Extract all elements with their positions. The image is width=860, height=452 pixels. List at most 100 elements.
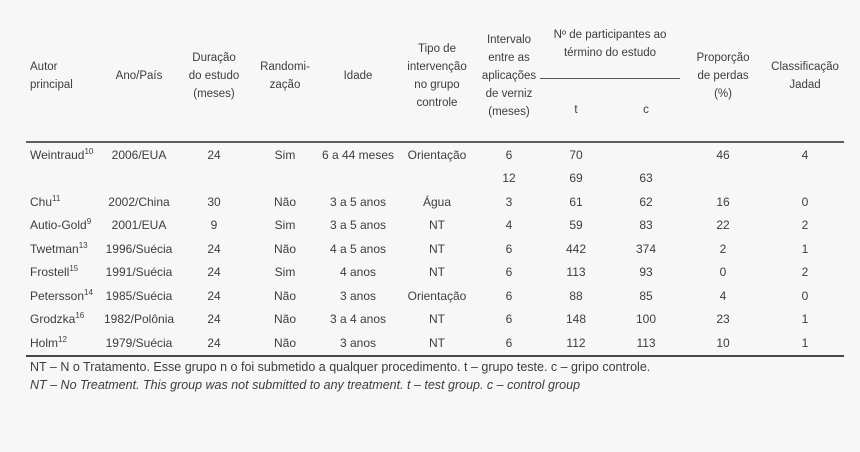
footnote-portuguese: NT – N o Tratamento. Esse grupo n o foi … xyxy=(30,360,651,374)
cell-jadad xyxy=(766,167,844,191)
cell-t: 59 xyxy=(569,218,583,233)
cell-c: 83 xyxy=(639,218,653,233)
table-row: Chu11 2002/China 30 Não 3 a 5 anos Água … xyxy=(26,190,844,214)
author-name: Grodzka xyxy=(30,312,76,327)
study-table: Autor principal Ano/País Duração do estu… xyxy=(26,10,845,357)
cell-perdas: 10 xyxy=(680,331,767,357)
cell-duracao: 24 xyxy=(207,241,221,256)
header-autor-principal: Autor principal xyxy=(26,10,100,143)
reference-superscript: 11 xyxy=(52,193,61,203)
cell-jadad: 1 xyxy=(801,241,809,256)
cell-ano-pais xyxy=(100,167,178,191)
cell-duracao: 30 xyxy=(207,194,221,209)
header-intervalo-aplicacoes: Intervalo entre as aplicações de verniz … xyxy=(478,10,540,143)
cell-randomizacao: Não xyxy=(273,241,296,256)
cell-jadad: 1 xyxy=(766,331,845,357)
cell-perdas: 23 xyxy=(716,312,730,327)
author-name: Holm xyxy=(30,335,59,350)
cell-t: 112 xyxy=(540,331,612,357)
header-tipo-intervencao: Tipo de intervenção no grupo controle xyxy=(396,10,478,143)
cell-intervalo: 6 xyxy=(505,265,513,280)
cell-intervalo: 6 xyxy=(505,147,513,162)
header-col-t: t xyxy=(540,78,612,143)
header-row-top: Autor principal Ano/País Duração do estu… xyxy=(26,10,845,143)
cell-intervalo: 4 xyxy=(505,218,513,233)
cell-c xyxy=(612,142,680,167)
header-proporcao-perdas: Proporção de perdas (%) xyxy=(680,10,767,143)
cell-idade: 4 anos xyxy=(339,265,377,280)
table-body: Weintraud10 2006/EUA 24 Sim 6 a 44 meses… xyxy=(26,142,845,357)
cell-tipo: Água xyxy=(422,194,452,209)
author-name: Petersson xyxy=(30,288,85,303)
table-row: Frostell15 1991/Suécia 24 Sim 4 anos NT … xyxy=(26,261,844,285)
cell-jadad: 2 xyxy=(801,218,809,233)
cell-ano-pais: 1979/Suécia xyxy=(100,331,178,357)
cell-intervalo: 12 xyxy=(502,171,516,186)
table-row: Petersson14 1985/Suécia 24 Não 3 anos Or… xyxy=(26,284,844,308)
cell-t: 61 xyxy=(569,194,583,209)
cell-c: 85 xyxy=(639,288,653,303)
header-row-subcolumns: t c xyxy=(26,78,844,143)
cell-idade: 3 anos xyxy=(320,331,396,357)
cell-intervalo: 6 xyxy=(505,312,513,327)
cell-jadad: 0 xyxy=(801,288,809,303)
cell-c: 62 xyxy=(639,194,653,209)
cell-perdas: 22 xyxy=(716,218,730,233)
cell-randomizacao: Sim xyxy=(274,265,296,280)
cell-t: 88 xyxy=(569,288,583,303)
cell-idade: 3 a 4 anos xyxy=(329,312,387,327)
cell-c: 63 xyxy=(639,171,653,186)
cell-intervalo: 6 xyxy=(505,288,513,303)
reference-superscript: 15 xyxy=(69,264,79,274)
cell-idade xyxy=(320,167,396,191)
cell-intervalo: 6 xyxy=(478,331,540,357)
cell-ano-pais: 1996/Suécia xyxy=(105,241,173,256)
cell-randomizacao: Não xyxy=(273,288,296,303)
cell-c: 100 xyxy=(635,312,657,327)
cell-idade: 3 anos xyxy=(339,288,377,303)
cell-idade: 3 a 5 anos xyxy=(329,194,387,209)
author-name: Frostell xyxy=(30,265,70,280)
cell-autor: Frostell15 xyxy=(26,261,100,285)
cell-idade: 4 a 5 anos xyxy=(329,241,387,256)
author-name: Weintraud xyxy=(30,147,85,162)
header-ano-pais: Ano/País xyxy=(100,10,178,143)
table-row: Weintraud10 2006/EUA 24 Sim 6 a 44 meses… xyxy=(26,142,844,167)
reference-superscript: 13 xyxy=(78,240,88,250)
footnote-english: NT – No Treatment. This group was not su… xyxy=(30,378,581,392)
cell-autor: Chu11 xyxy=(26,190,100,214)
cell-perdas: 46 xyxy=(716,147,730,162)
cell-t: 113 xyxy=(566,265,586,280)
cell-autor: Twetman13 xyxy=(26,237,100,261)
cell-autor: Weintraud10 xyxy=(26,142,100,167)
author-name: Chu xyxy=(30,194,53,209)
cell-randomizacao: Sim xyxy=(274,218,296,233)
header-duracao-estudo: Duração do estudo (meses) xyxy=(178,10,250,143)
cell-randomizacao: Sim xyxy=(274,147,296,162)
cell-duracao xyxy=(178,167,250,191)
cell-autor: Grodzka16 xyxy=(26,308,100,332)
cell-c: 374 xyxy=(635,241,657,256)
author-name: Twetman xyxy=(30,241,79,256)
cell-t: 148 xyxy=(565,312,587,327)
cell-c: 113 xyxy=(612,331,681,357)
cell-randomizacao: Não xyxy=(250,331,320,357)
reference-superscript: 9 xyxy=(86,217,92,227)
cell-tipo: Orientação xyxy=(407,147,467,162)
cell-jadad: 4 xyxy=(801,147,809,162)
cell-perdas xyxy=(680,167,766,191)
cell-intervalo: 6 xyxy=(505,241,513,256)
table-row: Holm12 1979/Suécia 24 Não 3 anos NT 6 11… xyxy=(26,331,845,357)
cell-ano-pais: 1991/Suécia xyxy=(105,265,173,280)
table-row: Autio-Gold9 2001/EUA 9 Sim 3 a 5 anos NT… xyxy=(26,214,844,238)
cell-c: 93 xyxy=(639,265,653,280)
cell-randomizacao xyxy=(250,167,320,191)
cell-duracao: 24 xyxy=(178,331,250,357)
cell-jadad: 0 xyxy=(801,194,809,209)
cell-duracao: 24 xyxy=(207,147,221,162)
cell-ano-pais: 2006/EUA xyxy=(111,147,167,162)
cell-intervalo: 3 xyxy=(505,194,513,209)
cell-perdas: 0 xyxy=(719,265,727,280)
cell-ano-pais: 2001/EUA xyxy=(111,218,167,233)
table-row: 12 69 63 xyxy=(26,167,844,191)
